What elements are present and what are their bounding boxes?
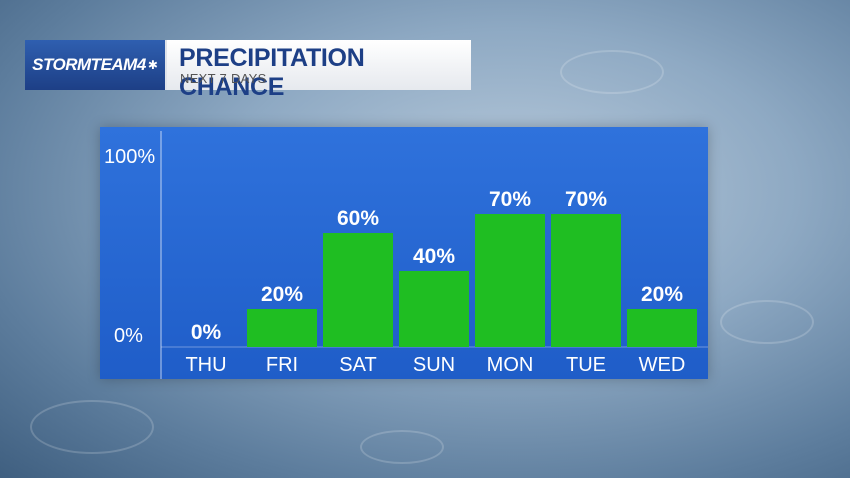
y-tick-label: 100% [104, 146, 155, 168]
brand-logo: STORMTEAM4 ✱ [25, 40, 165, 90]
y-tick-label: 0% [114, 325, 143, 347]
raindrop-ripple [360, 430, 444, 464]
chart-panel: 100% 0% 0% THU 20% FRI 60% SAT 40% SUN 70% MON 70%… [100, 127, 708, 379]
data-label: 20% [641, 283, 683, 306]
brand-name: STORMTEAM4 [32, 55, 146, 74]
x-tick-label: MON [487, 354, 534, 376]
bar [247, 309, 317, 347]
bar [323, 233, 393, 347]
raindrop-ripple [30, 400, 154, 454]
data-label: 60% [337, 207, 379, 230]
chart-title: PRECIPITATION CHANCE [179, 44, 365, 101]
bar [627, 309, 697, 347]
bar-chart: 100% 0% 0% THU 20% FRI 60% SAT 40% SUN 70% MON 70%… [104, 131, 708, 379]
peacock-icon: ✱ [147, 58, 158, 72]
data-label: 40% [413, 245, 455, 268]
bar [399, 271, 469, 347]
x-tick-label: THU [185, 354, 226, 376]
header: STORMTEAM4 ✱ PRECIPITATION CHANCE NEXT 7… [25, 40, 471, 101]
chart-subtitle: NEXT 7 DAYS [180, 71, 267, 86]
x-tick-label: WED [639, 354, 686, 376]
data-label: 70% [565, 188, 607, 211]
bar [475, 214, 545, 347]
data-label: 70% [489, 188, 531, 211]
x-tick-label: TUE [566, 354, 606, 376]
raindrop-ripple [720, 300, 814, 344]
x-tick-label: SAT [339, 354, 376, 376]
x-tick-label: SUN [413, 354, 455, 376]
bar [551, 214, 621, 347]
x-tick-label: FRI [266, 354, 298, 376]
raindrop-ripple [560, 50, 664, 94]
title-box: PRECIPITATION CHANCE NEXT 7 DAYS [165, 40, 471, 101]
data-label: 0% [191, 321, 222, 344]
data-label: 20% [261, 283, 303, 306]
